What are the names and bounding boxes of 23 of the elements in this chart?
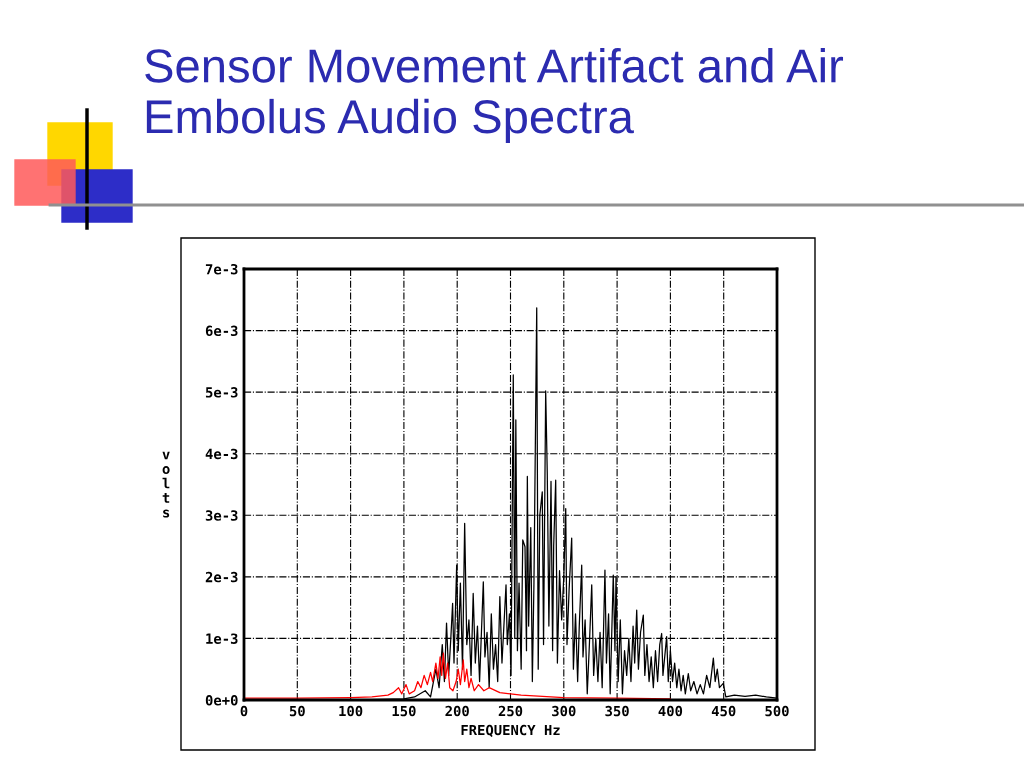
y-tick-label: 7e-3 <box>205 263 238 275</box>
y-tick-label: 5e-3 <box>205 387 238 398</box>
x-tick-label: 500 <box>765 705 789 717</box>
x-tick-label: 250 <box>498 705 523 717</box>
x-tick-label: 150 <box>392 705 416 717</box>
chart-title: Sensor Movement Artifact and Air Embolus Audio Spectra <box>145 48 844 143</box>
x-tick-label: 0 <box>240 705 248 717</box>
y-tick-label: 6e-3 <box>205 325 238 337</box>
x-tick-label: 100 <box>339 705 363 717</box>
x-tick-label: 400 <box>658 705 683 717</box>
line-series <box>244 652 672 700</box>
y-axis-title: volts <box>162 451 170 518</box>
y-tick-label: 2e-3 <box>205 571 238 583</box>
y-tick-label: 1e-3 <box>206 633 238 644</box>
x-tick-label: 200 <box>445 705 469 717</box>
x-tick-label: 300 <box>552 705 576 717</box>
y-tick-label: 4e-3 <box>205 448 238 460</box>
x-tick-label: 50 <box>289 705 305 717</box>
y-tick-label: 0e+0 <box>205 694 238 706</box>
x-tick-label: 450 <box>711 705 736 717</box>
x-tick-label: 350 <box>605 705 629 717</box>
y-tick-label: 3e-3 <box>205 510 238 521</box>
x-axis-title: FREQUENCY Hz <box>461 724 560 738</box>
